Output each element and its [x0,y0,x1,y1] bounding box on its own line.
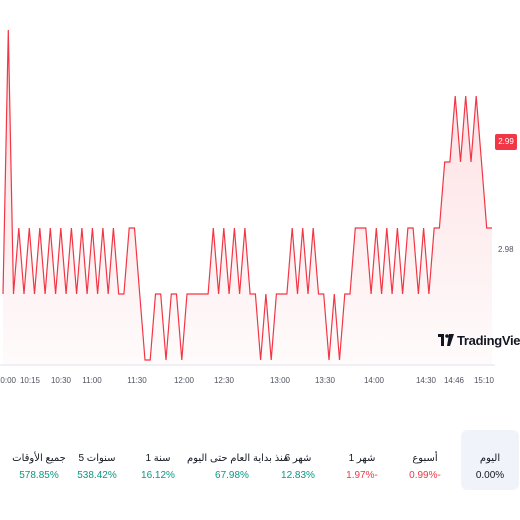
time-axis-tick: 14:00 [363,376,385,385]
price-area [3,30,492,365]
period-change-value: 538.42% [77,470,117,481]
time-axis-tick: 12:00 [173,376,195,385]
period-tab[interactable]: 6 شهر 12.83% [253,430,343,490]
period-change-value: 1.97%- [346,470,378,481]
period-tab[interactable]: 5 سنوات 538.42% [52,430,142,490]
tradingview-logo-icon [438,334,454,346]
period-change-value: 12.83% [281,470,315,481]
time-axis-tick: 11:00 [82,376,102,385]
time-axis-tick: 11:30 [127,376,147,385]
chart-canvas[interactable] [0,0,520,400]
time-axis-tick: 14:30 [415,376,437,385]
time-axis-tick: 14:46 [443,376,465,385]
price-line [2,29,492,361]
period-label: 6 شهر [284,453,312,464]
period-tab[interactable]: أسبوع 0.99%- [380,430,470,490]
current-price-badge: 2.99 [495,134,517,150]
period-tab[interactable]: 1 شهر 1.97%- [317,430,407,490]
period-change-value: 0.00% [475,470,505,481]
period-change-value: 67.98% [215,470,249,481]
period-change-value: 16.12% [141,470,175,481]
period-label: منذ بداية العام حتى اليوم [187,453,289,464]
period-label: اليوم [479,453,501,464]
period-label: جميع الأوقات [12,453,66,464]
period-change-value: 578.85% [19,470,59,481]
time-axis-tick: 10:15 [19,376,41,385]
period-tab[interactable]: جميع الأوقات 578.85% [0,430,84,490]
time-axis-tick: 10:30 [50,376,72,385]
time-axis-tick: 12:30 [213,376,235,385]
period-tab[interactable]: اليوم 0.00% [461,430,519,490]
performance-periods: اليوم 0.00% أسبوع 0.99%- 1 شهر 1.97%- 6 شهر 12.… [0,430,520,490]
time-axis-tick: 13:30 [314,376,336,385]
period-label: 1 شهر [348,453,376,464]
time-axis-tick: 15:10 [473,376,495,385]
time-axis-tick: 10:00 [0,376,17,385]
period-tab[interactable]: منذ بداية العام حتى اليوم 67.98% [187,430,289,490]
time-axis-tick: 13:00 [269,376,291,385]
period-label: 5 سنوات [78,453,116,464]
price-axis-tick: 2.98 [498,245,514,254]
period-label: 1 سنة [145,453,171,464]
period-tab[interactable]: 1 سنة 16.12% [113,430,203,490]
period-label: أسبوع [412,453,438,464]
tradingview-logo[interactable]: TradingView [438,331,520,349]
logo-text: TradingView [457,332,520,348]
period-change-value: 0.99%- [409,470,441,481]
